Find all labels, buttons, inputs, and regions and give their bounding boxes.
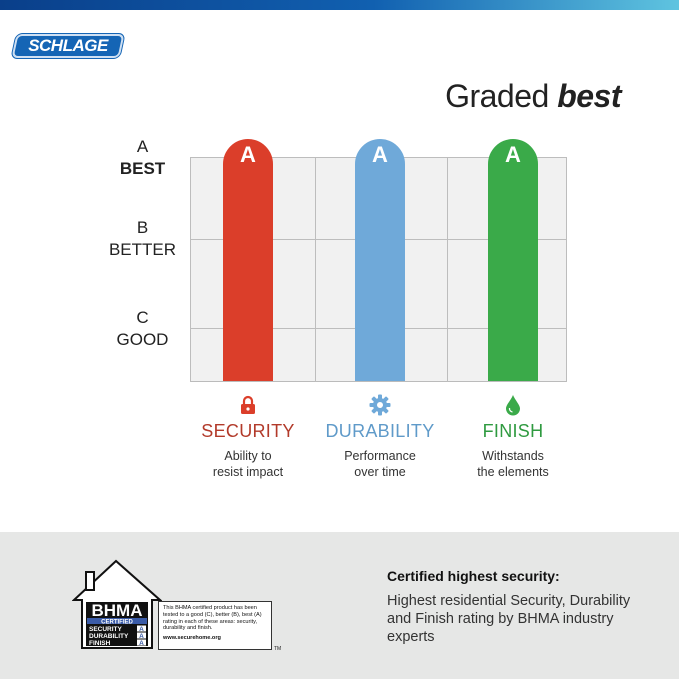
grade-a-label: A BEST xyxy=(119,137,166,178)
gear-icon xyxy=(305,393,455,417)
svg-text:A: A xyxy=(139,633,144,640)
certified-text: Certified highest security: Highest resi… xyxy=(387,568,631,645)
gridline xyxy=(447,157,448,382)
page-title: Graded best xyxy=(445,78,621,114)
durability-column: DURABILITY Performance over time xyxy=(305,393,455,480)
finish-column: FINISH Withstands the elements xyxy=(438,393,588,480)
schlage-logo: SCHLAGE xyxy=(11,34,125,58)
grade-c-label: C GOOD xyxy=(116,308,169,349)
grade-chart: A A A xyxy=(190,139,567,382)
bhma-info-box: This BHMA certified product has been tes… xyxy=(158,601,272,650)
svg-text:FINISH: FINISH xyxy=(89,640,111,647)
security-column: SECURITY Ability to resist impact xyxy=(173,393,323,480)
svg-text:A: A xyxy=(139,640,144,647)
gridline xyxy=(315,157,316,382)
lock-icon xyxy=(173,393,323,417)
svg-text:CERTIFIED: CERTIFIED xyxy=(101,620,133,626)
security-bar: A xyxy=(223,139,273,381)
svg-text:SECURITY: SECURITY xyxy=(89,626,123,633)
top-banner xyxy=(0,0,679,10)
bhma-url: www.securehome.org xyxy=(163,635,221,642)
grade-b-label: B BETTER xyxy=(108,218,177,259)
svg-text:BHMA: BHMA xyxy=(92,601,143,620)
trademark: TM xyxy=(274,646,282,652)
svg-text:A: A xyxy=(139,626,144,633)
bhma-certified-logo: BHMA CERTIFIED SECURITY DURABILITY FINIS… xyxy=(71,558,163,655)
droplet-icon xyxy=(438,393,588,417)
gridline xyxy=(190,157,191,382)
gridline xyxy=(566,157,567,382)
finish-bar: A xyxy=(488,139,538,381)
durability-bar: A xyxy=(355,139,405,381)
svg-text:DURABILITY: DURABILITY xyxy=(89,633,129,640)
